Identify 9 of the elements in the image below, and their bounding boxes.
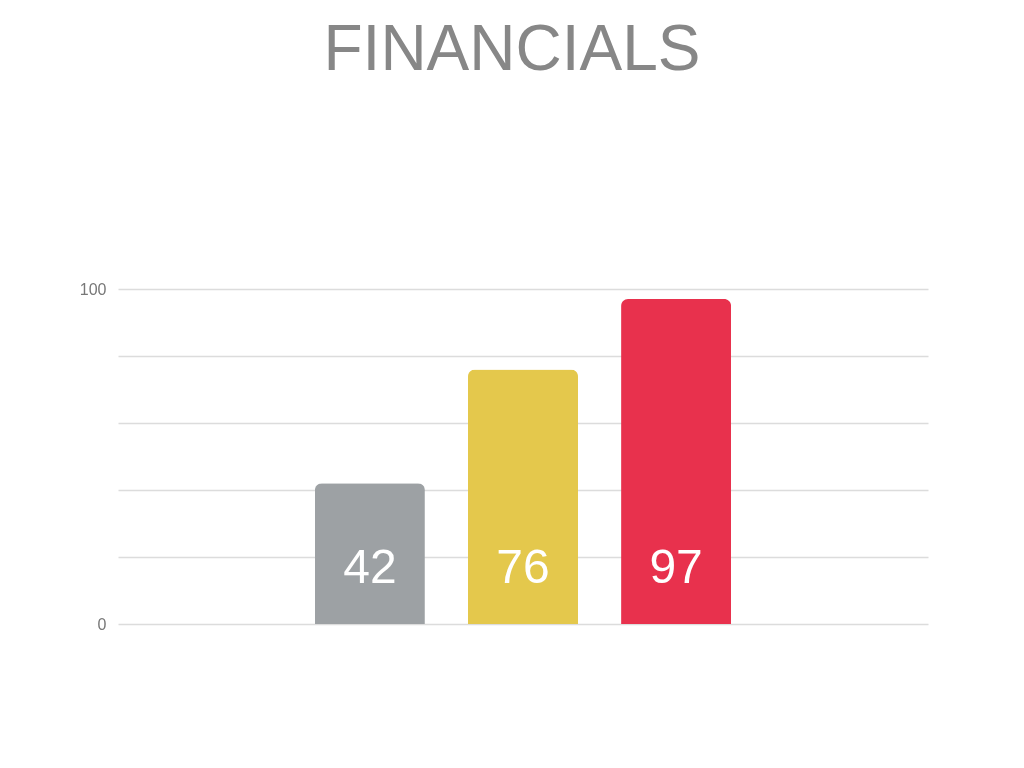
bar [468,369,578,624]
y-tick-label: 100 [79,280,107,298]
bar [314,483,425,624]
y-tick-label: 0 [97,615,107,633]
data-label: 97 [649,540,703,593]
data-label: 76 [496,540,550,593]
data-label: 42 [343,540,397,593]
chart-title: FINANCIALS [323,12,701,84]
bar [621,299,732,624]
